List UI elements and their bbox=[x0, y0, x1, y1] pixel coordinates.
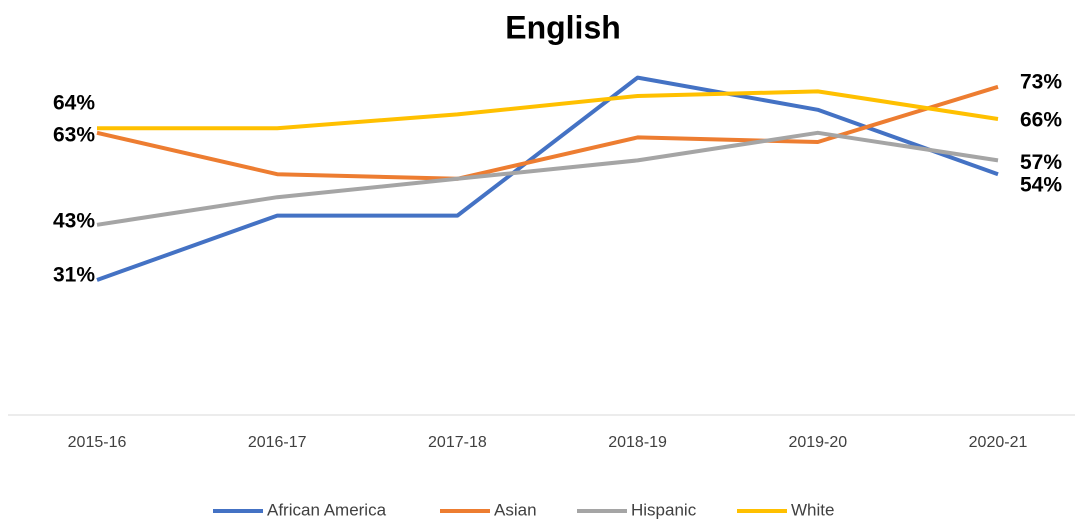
series-line bbox=[97, 89, 999, 131]
x-tick-label: 2017-18 bbox=[428, 434, 487, 451]
data-label: 63% bbox=[53, 123, 95, 146]
legend-label: African America bbox=[267, 500, 387, 519]
data-label: 54% bbox=[1020, 174, 1062, 197]
x-tick-label: 2015-16 bbox=[68, 434, 127, 451]
chart-title: English bbox=[505, 9, 621, 45]
x-tick-label: 2016-17 bbox=[248, 434, 307, 451]
legend-label: Hispanic bbox=[631, 500, 697, 519]
legend-label: Asian bbox=[494, 500, 537, 519]
x-tick-label: 2018-19 bbox=[608, 434, 667, 451]
x-tick-label: 2019-20 bbox=[788, 434, 847, 451]
data-label: 73% bbox=[1020, 70, 1062, 93]
data-label: 57% bbox=[1020, 151, 1062, 174]
data-label: 64% bbox=[53, 92, 95, 115]
legend-label: White bbox=[791, 500, 834, 519]
data-label: 43% bbox=[53, 209, 95, 232]
x-tick-label: 2020-21 bbox=[969, 434, 1028, 451]
series-line bbox=[96, 84, 999, 181]
series-line bbox=[96, 75, 999, 282]
data-label: 66% bbox=[1020, 109, 1062, 132]
data-label: 31% bbox=[53, 264, 95, 287]
series-line bbox=[96, 130, 999, 227]
